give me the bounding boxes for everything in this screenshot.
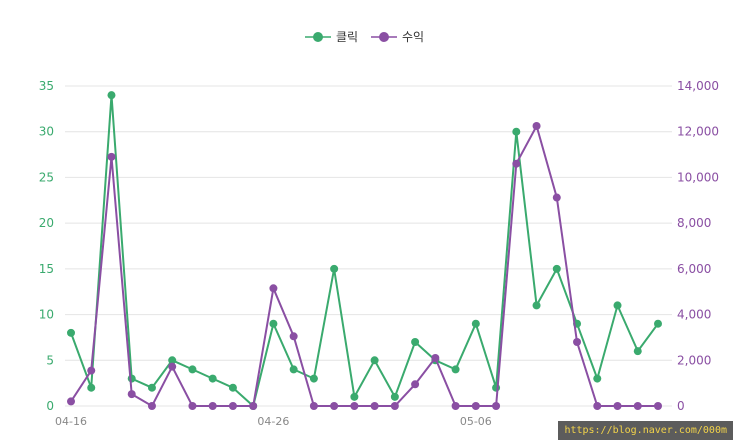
data-point-series-2 <box>228 402 237 410</box>
data-point-series-2 <box>431 354 440 362</box>
data-point-series-2 <box>147 402 156 410</box>
y-left-tick-label: 5 <box>46 353 54 367</box>
y-right-tick-label: 12,000 <box>677 125 719 139</box>
y-left-tick-label: 20 <box>39 216 54 230</box>
data-point-series-2 <box>188 402 197 410</box>
y-left-tick-label: 35 <box>39 79 54 93</box>
legend-marker-1[interactable] <box>313 32 323 42</box>
data-point-series-2 <box>309 402 318 410</box>
data-point-series-2 <box>552 193 561 202</box>
data-point-series-2 <box>269 284 278 293</box>
data-point-series-1 <box>492 383 501 392</box>
data-point-series-2 <box>107 152 116 161</box>
data-point-series-2 <box>593 402 602 410</box>
y-left-tick-label: 0 <box>46 399 54 413</box>
x-tick-label: 04-16 <box>55 415 87 428</box>
data-point-series-1 <box>168 356 177 365</box>
data-point-series-1 <box>471 319 480 328</box>
y-left-tick-label: 25 <box>39 170 54 184</box>
data-point-series-2 <box>390 402 399 410</box>
data-point-series-1 <box>552 264 561 273</box>
data-point-series-1 <box>127 374 136 383</box>
y-right-tick-label: 0 <box>677 399 685 413</box>
data-point-series-1 <box>593 374 602 383</box>
data-point-series-2 <box>471 402 480 410</box>
data-point-series-2 <box>127 390 136 399</box>
data-point-series-2 <box>87 366 96 375</box>
data-point-series-1 <box>633 347 642 356</box>
data-point-series-2 <box>573 338 582 346</box>
watermark: https://blog.naver.com/000m <box>558 421 733 440</box>
data-point-series-2 <box>350 402 359 410</box>
x-tick-label: 05-06 <box>460 415 492 428</box>
legend-marker-2[interactable] <box>379 32 389 42</box>
series-line-1 <box>70 95 659 408</box>
y-left-tick-label: 15 <box>39 262 54 276</box>
data-point-series-1 <box>309 374 318 383</box>
data-point-series-1 <box>67 328 75 337</box>
data-point-series-1 <box>330 264 339 273</box>
data-point-series-1 <box>370 356 379 365</box>
y-right-tick-label: 2,000 <box>677 353 711 367</box>
data-point-series-2 <box>492 402 501 410</box>
y-right-tick-label: 10,000 <box>677 170 719 184</box>
data-point-series-1 <box>613 301 622 310</box>
y-left-tick-label: 10 <box>39 308 54 322</box>
data-point-series-2 <box>289 332 298 341</box>
data-point-series-1 <box>289 365 298 374</box>
data-point-series-2 <box>654 402 662 410</box>
series-line-2 <box>70 123 658 408</box>
data-point-series-1 <box>228 383 237 392</box>
data-point-series-2 <box>370 402 379 410</box>
data-point-series-2 <box>613 402 622 410</box>
data-point-series-1 <box>512 127 521 136</box>
data-point-series-1 <box>87 383 96 392</box>
data-point-series-1 <box>654 319 662 328</box>
data-point-series-1 <box>350 392 359 401</box>
data-point-series-1 <box>107 91 116 100</box>
data-point-series-1 <box>411 338 420 346</box>
data-point-series-2 <box>330 402 339 410</box>
y-right-tick-label: 14,000 <box>677 79 719 93</box>
data-point-series-1 <box>451 365 460 374</box>
y-right-tick-label: 8,000 <box>677 216 711 230</box>
data-point-series-2 <box>532 122 541 130</box>
data-point-series-1 <box>390 392 399 401</box>
data-point-series-2 <box>512 159 521 168</box>
data-point-series-2 <box>633 402 642 410</box>
data-point-series-2 <box>249 402 258 410</box>
data-point-series-2 <box>67 397 75 406</box>
data-point-series-1 <box>532 301 541 310</box>
data-point-series-1 <box>208 374 217 383</box>
data-point-series-1 <box>147 383 156 392</box>
y-left-tick-label: 30 <box>39 125 54 139</box>
data-point-series-2 <box>208 402 217 410</box>
data-point-series-1 <box>188 365 197 374</box>
data-point-series-1 <box>269 319 278 328</box>
y-right-tick-label: 6,000 <box>677 262 711 276</box>
data-point-series-2 <box>451 402 460 410</box>
y-right-tick-label: 4,000 <box>677 308 711 322</box>
legend-label-1[interactable]: 클릭 <box>336 30 358 44</box>
x-tick-label: 04-26 <box>257 415 289 428</box>
data-point-series-2 <box>168 362 177 371</box>
legend-label-2[interactable]: 수익 <box>402 30 424 44</box>
data-point-series-2 <box>411 380 420 389</box>
